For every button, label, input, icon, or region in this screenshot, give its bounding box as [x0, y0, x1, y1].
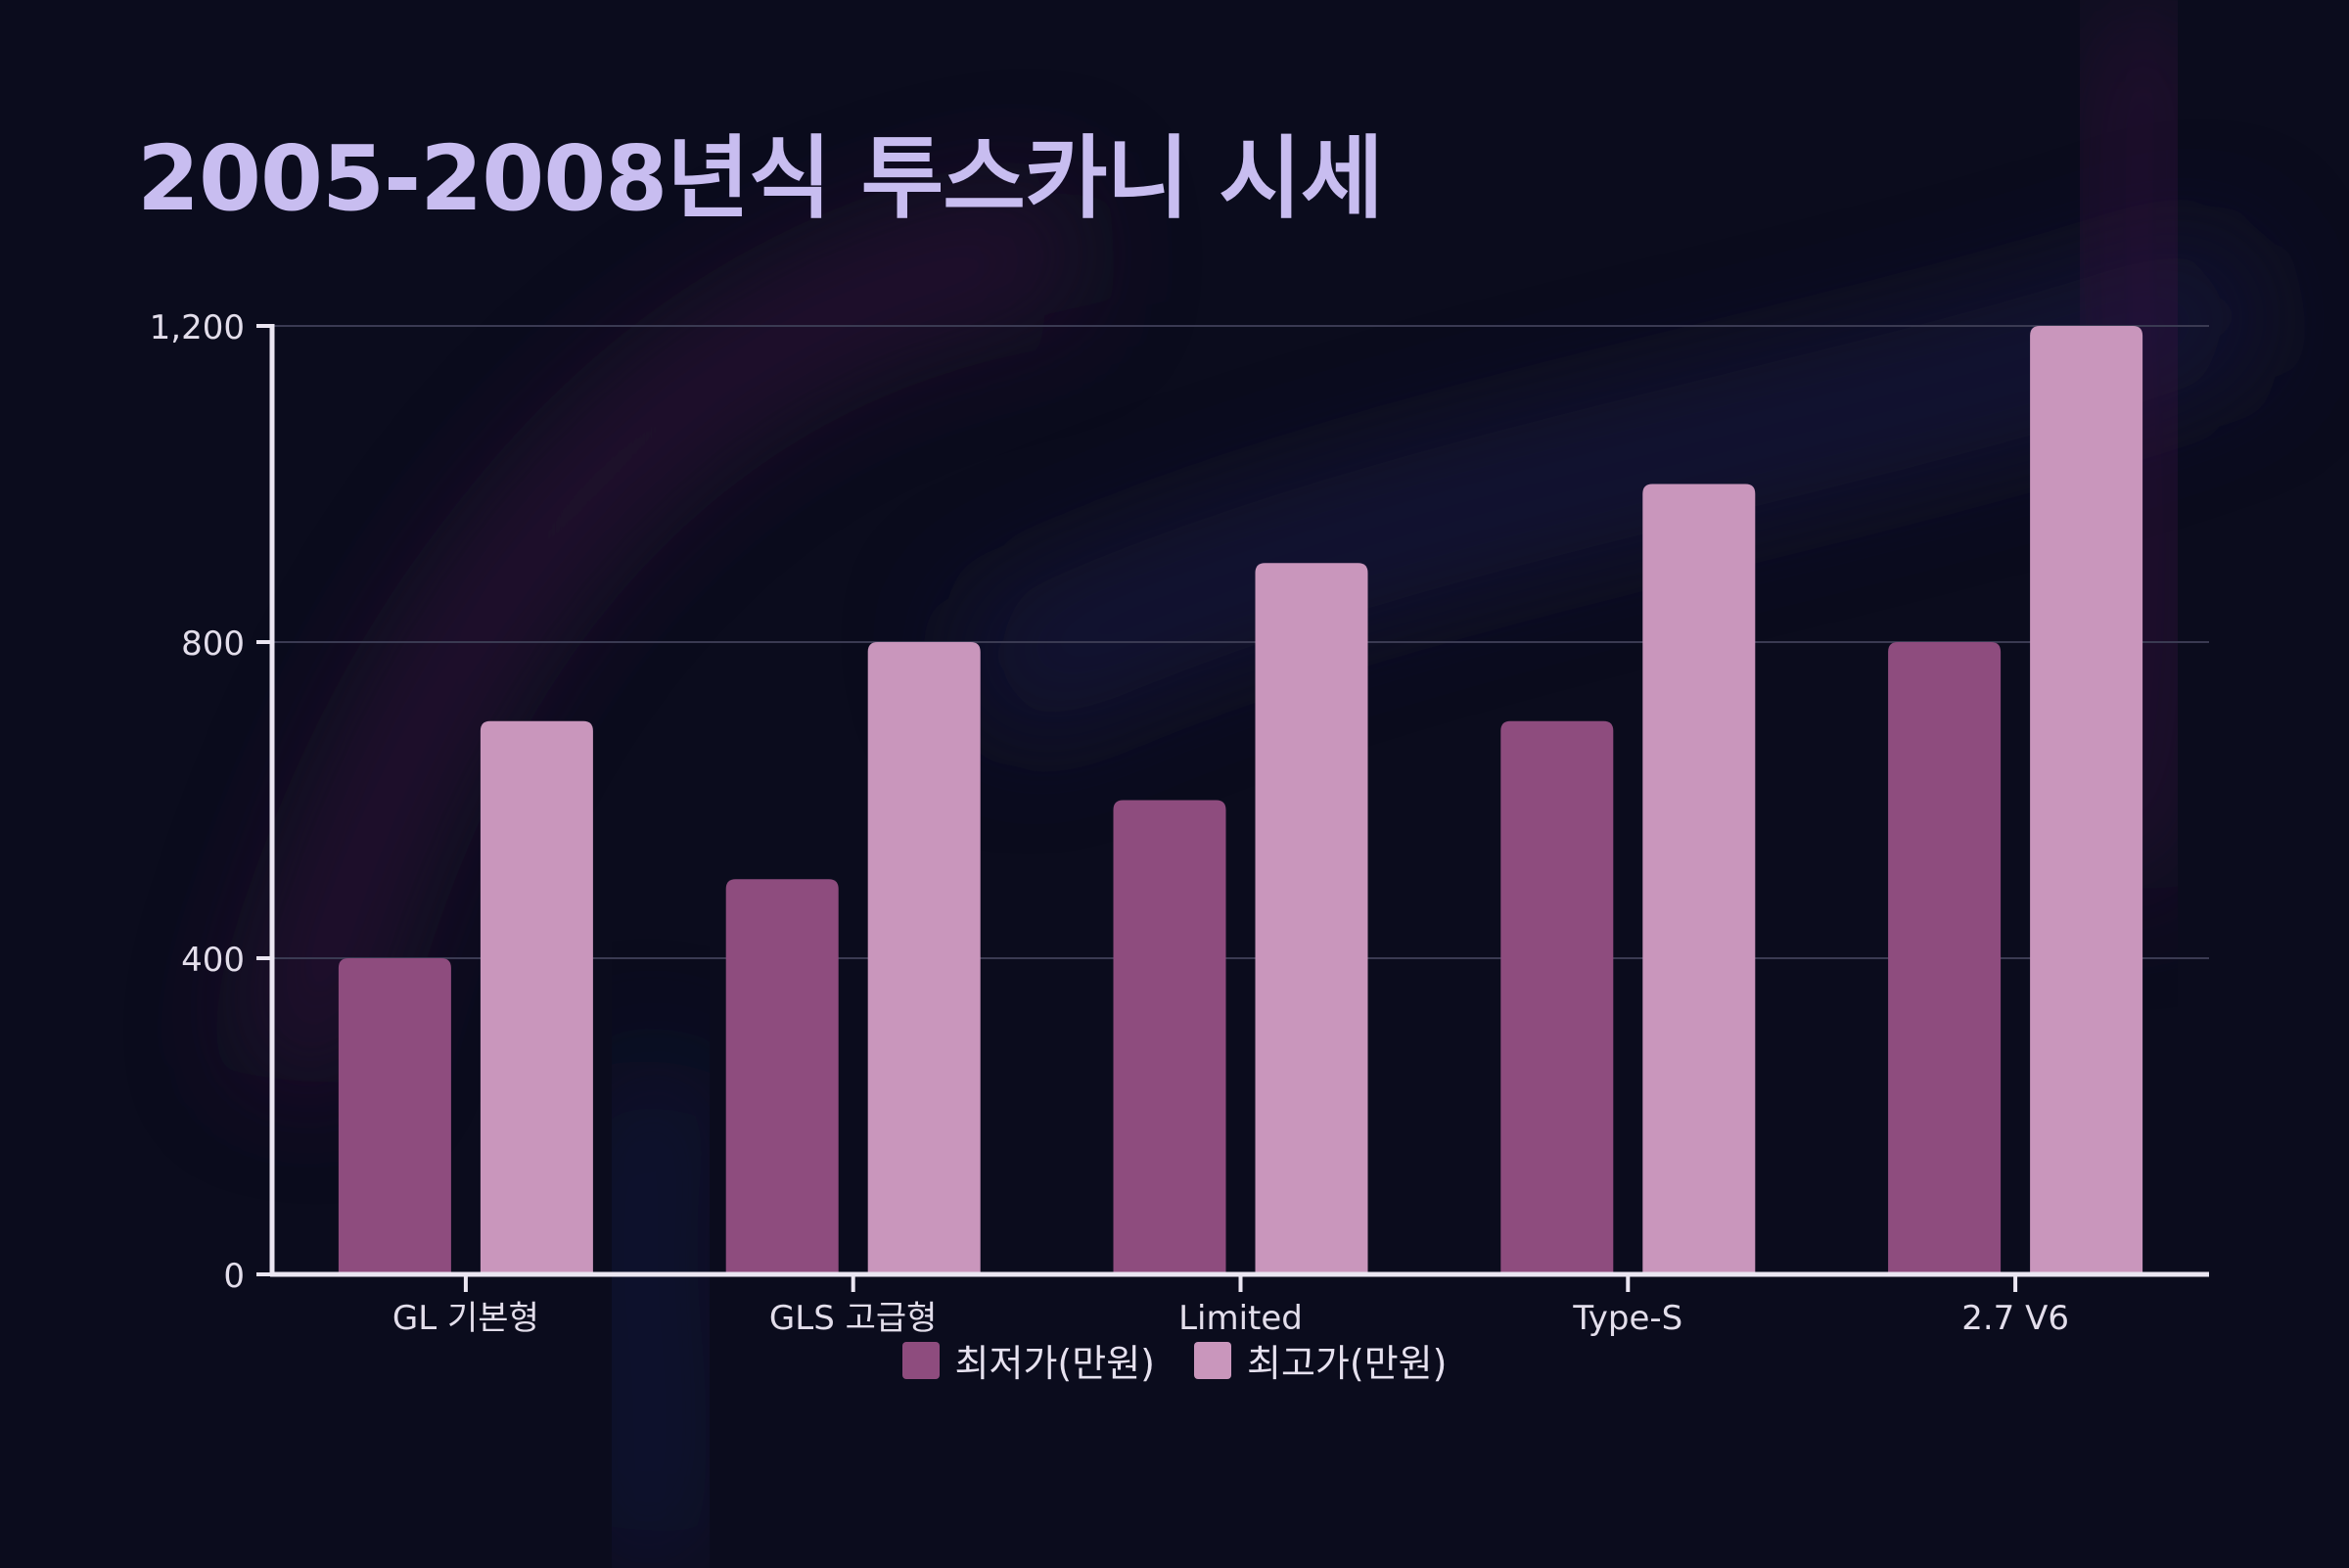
y-tick-label: 400	[181, 941, 245, 980]
bar-max-price	[867, 642, 981, 1274]
bar-min-price	[1500, 720, 1614, 1274]
bars	[338, 326, 2143, 1274]
y-tick-label: 800	[181, 624, 245, 664]
bar-min-price	[1888, 642, 2002, 1274]
y-tick-label: 0	[223, 1257, 245, 1296]
bar-min-price	[725, 879, 839, 1274]
legend-label-high: 최고가(만원)	[1247, 1342, 1448, 1385]
grid-lines	[272, 325, 2209, 959]
bar-max-price	[480, 720, 593, 1274]
tick-labels: 0 400 800 1,200 GL 기본형 GLS 고급형 Limited Type-S 2.…	[150, 308, 2069, 1338]
x-tick-label: GL 기본형	[392, 1299, 539, 1338]
y-tick-label: 1,200	[150, 308, 245, 347]
bar-max-price	[2030, 326, 2143, 1274]
legend: 최저가(만원) 최고가(만원)	[0, 1333, 2349, 1387]
bar-max-price	[1255, 563, 1368, 1274]
x-tick-label: Type-S	[1572, 1299, 1682, 1338]
chart-title: 2005-2008년식 투스카니 시세	[137, 126, 1383, 231]
bar-min-price	[1113, 800, 1226, 1274]
x-tick-label: 2.7 V6	[1961, 1299, 2069, 1338]
legend-item-low[interactable]: 최저가(만원)	[901, 1333, 1155, 1387]
legend-swatch-high	[1194, 1341, 1231, 1379]
legend-item-high[interactable]: 최고가(만원)	[1194, 1333, 1447, 1387]
bar-min-price	[338, 958, 451, 1274]
bar-max-price	[1642, 484, 1756, 1274]
x-tick-label: Limited	[1178, 1299, 1303, 1338]
x-tick-label: GLS 고급형	[769, 1299, 938, 1338]
axes	[256, 324, 2209, 1292]
legend-label-low: 최저가(만원)	[954, 1342, 1155, 1385]
legend-swatch-low	[901, 1341, 940, 1379]
